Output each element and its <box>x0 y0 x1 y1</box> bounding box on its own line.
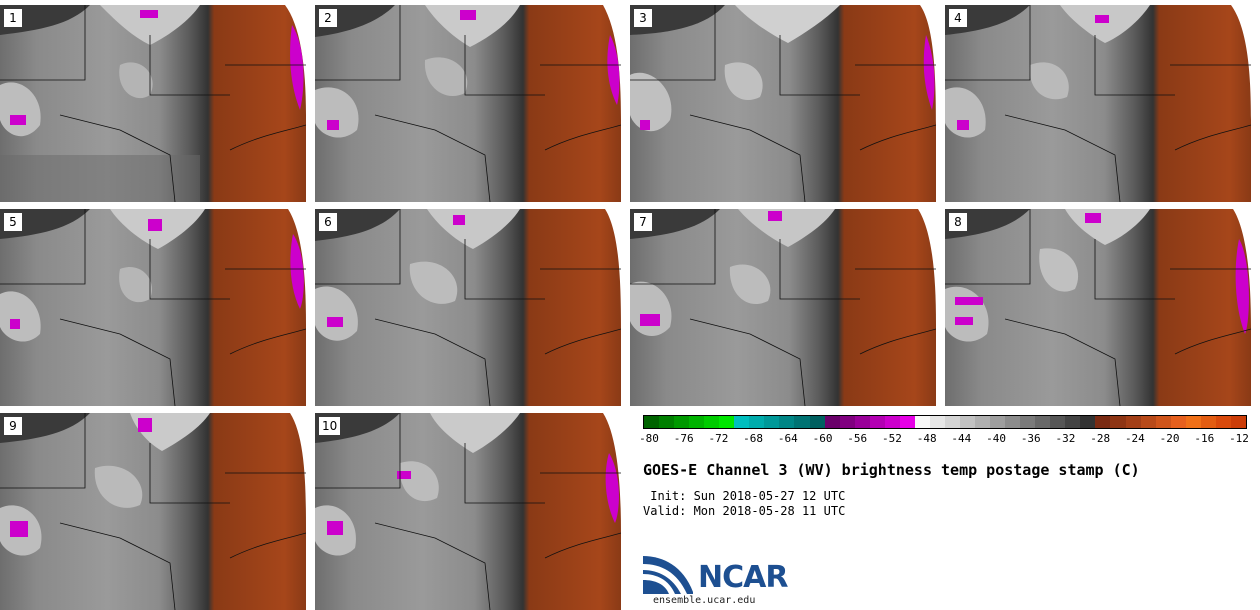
colorbar-segment <box>644 416 660 428</box>
colorbar-segment <box>1020 416 1036 428</box>
colorbar-segment <box>749 416 765 428</box>
colorbar-segment <box>869 416 885 428</box>
colorbar-tick-label: -36 <box>1020 432 1041 445</box>
wv-map <box>945 5 1251 202</box>
forecast-panel-7: 7 <box>630 209 936 406</box>
colorbar-segment <box>824 416 840 428</box>
colorbar-segment <box>899 416 915 428</box>
wv-map <box>630 5 936 202</box>
colorbar-segment <box>854 416 870 428</box>
colorbar-segment <box>674 416 690 428</box>
colorbar-tick-label: -80 <box>639 432 659 445</box>
wv-map <box>0 209 306 406</box>
colorbar-segment <box>1125 416 1141 428</box>
panel-number: 6 <box>319 213 337 231</box>
colorbar-tick-label: -40 <box>986 432 1006 445</box>
colorbar-tick-label: -76 <box>673 432 694 445</box>
forecast-panel-8: 8 <box>945 209 1251 406</box>
colorbar-segment <box>914 416 930 428</box>
colorbar-segment <box>944 416 960 428</box>
colorbar-segment <box>779 416 795 428</box>
colorbar-segment <box>990 416 1006 428</box>
colorbar-tick-label: -52 <box>882 432 902 445</box>
colorbar-tick-label: -12 <box>1229 432 1249 445</box>
colorbar-segment <box>1170 416 1186 428</box>
colorbar-segment <box>1050 416 1066 428</box>
wv-map <box>0 5 306 202</box>
colorbar-segment <box>839 416 855 428</box>
colorbar-tick-label: -48 <box>916 432 937 445</box>
wv-map <box>315 5 621 202</box>
logo-text: NCAR <box>698 560 788 595</box>
panel-number: 3 <box>634 9 652 27</box>
panel-number: 4 <box>949 9 967 27</box>
init-time: Init: Sun 2018-05-27 12 UTC <box>643 489 846 503</box>
logo-url: ensemble.ucar.edu <box>653 595 756 606</box>
colorbar-tick-label: -72 <box>708 432 729 445</box>
colorbar-segment <box>1200 416 1216 428</box>
colorbar-segment <box>689 416 705 428</box>
panel-number: 1 <box>4 9 22 27</box>
panel-number: 8 <box>949 213 967 231</box>
colorbar-segment <box>975 416 991 428</box>
colorbar-tick-label: -20 <box>1159 432 1180 445</box>
forecast-panel-9: 9 <box>0 413 306 610</box>
panel-number: 10 <box>319 417 341 435</box>
colorbar <box>643 415 1247 429</box>
wv-map <box>315 413 621 610</box>
panel-number: 2 <box>319 9 337 27</box>
colorbar-segment <box>659 416 675 428</box>
colorbar-segment <box>764 416 780 428</box>
colorbar-segment <box>1215 416 1231 428</box>
colorbar-tick-label: -28 <box>1090 432 1111 445</box>
colorbar-tick-label: -16 <box>1194 432 1215 445</box>
forecast-panel-6: 6 <box>315 209 621 406</box>
forecast-panel-4: 4 <box>945 5 1251 202</box>
forecast-panel-2: 2 <box>315 5 621 202</box>
colorbar-segment <box>794 416 810 428</box>
forecast-panel-5: 5 <box>0 209 306 406</box>
wv-map <box>630 209 936 406</box>
colorbar-tick-label: -68 <box>743 432 764 445</box>
colorbar-tick-label: -32 <box>1055 432 1076 445</box>
wv-map <box>0 413 306 610</box>
forecast-panel-3: 3 <box>630 5 936 202</box>
colorbar-segment <box>1035 416 1051 428</box>
colorbar-segment <box>809 416 825 428</box>
ncar-logo: NCAR ensemble.ucar.edu <box>643 552 803 606</box>
colorbar-segment <box>959 416 976 428</box>
colorbar-segment <box>1110 416 1126 428</box>
colorbar-tick-label: -24 <box>1124 432 1145 445</box>
forecast-panel-1: 1 <box>0 5 306 202</box>
colorbar-segment <box>704 416 720 428</box>
colorbar-segment <box>1140 416 1156 428</box>
colorbar-segment <box>1065 416 1081 428</box>
colorbar-segment <box>1230 416 1246 428</box>
panel-number: 7 <box>634 213 652 231</box>
colorbar-segment <box>1155 416 1171 428</box>
colorbar-segment <box>734 416 750 428</box>
colorbar-tick-label: -44 <box>951 432 972 445</box>
colorbar-segment <box>1080 416 1096 428</box>
colorbar-tick-label: -60 <box>812 432 833 445</box>
panel-number: 9 <box>4 417 22 435</box>
colorbar-segment <box>884 416 900 428</box>
valid-time: Valid: Mon 2018-05-28 11 UTC <box>643 504 846 518</box>
panel-number: 5 <box>4 213 22 231</box>
forecast-panel-10: 10 <box>315 413 621 610</box>
colorbar-tick-labels: -80 -76 -72 -68 -64 -60 -56 -52 -48 -44 -40 -36 -32 -… <box>639 432 1249 446</box>
wv-map <box>315 209 621 406</box>
colorbar-tick-label: -56 <box>847 432 868 445</box>
colorbar-segment <box>1185 416 1201 428</box>
figure-title: GOES-E Channel 3 (WV) brightness temp po… <box>643 461 1140 479</box>
colorbar-segment <box>719 416 735 428</box>
colorbar-segment <box>929 416 945 428</box>
ncar-swoosh-icon <box>643 556 693 594</box>
colorbar-tick-label: -64 <box>777 432 798 445</box>
colorbar-segment <box>1005 416 1021 428</box>
colorbar-segment <box>1095 416 1111 428</box>
wv-map <box>945 209 1251 406</box>
